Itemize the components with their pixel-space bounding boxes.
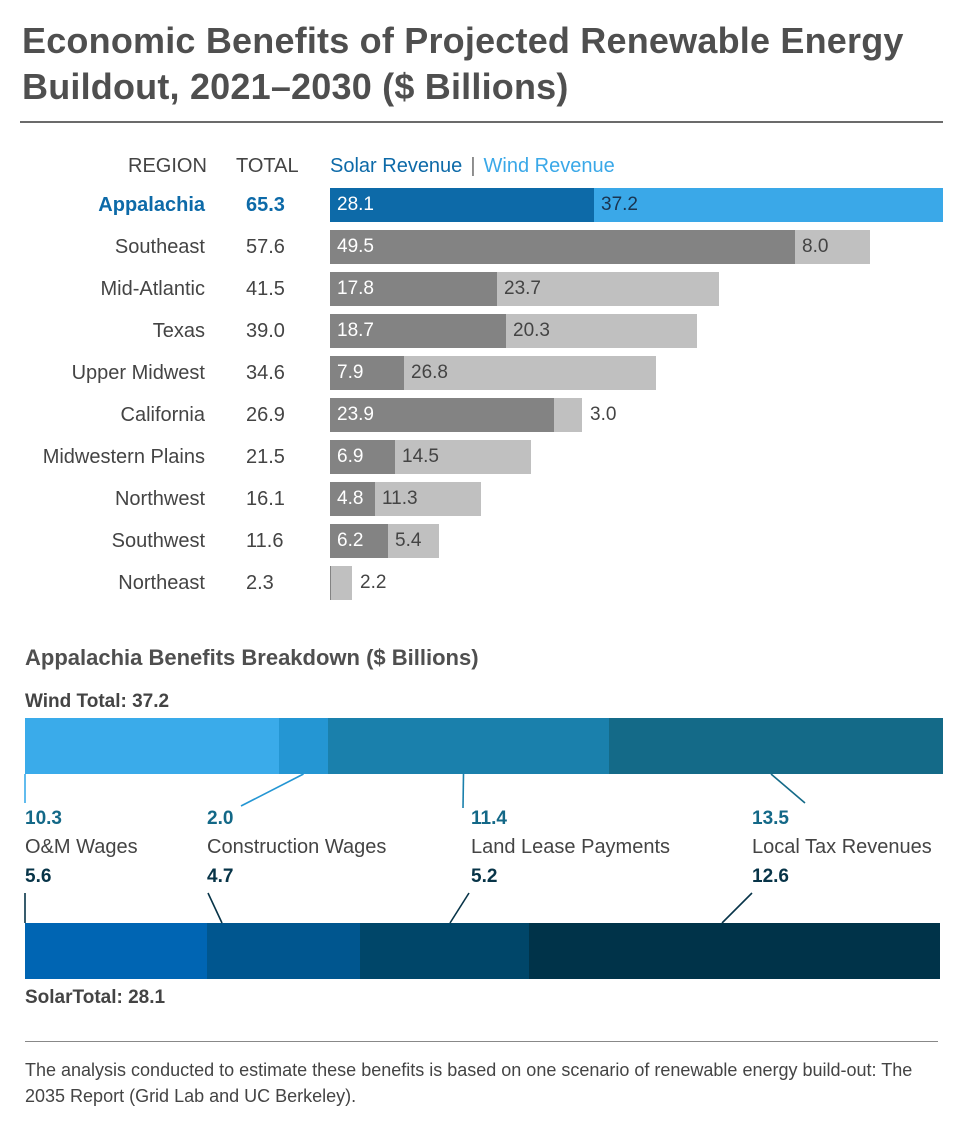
solar-bar-northeast	[330, 566, 331, 600]
solar-leader-construction-wages	[207, 892, 223, 924]
wind-segment-local-tax-revenues	[609, 718, 943, 774]
chart-title: Economic Benefits of Projected Renewable…	[22, 20, 904, 107]
solar-value-texas: 18.7	[337, 320, 374, 341]
total-value-mid-atlantic: 41.5	[246, 278, 285, 300]
wind-bar-appalachia	[594, 188, 943, 222]
total-value-texas: 39.0	[246, 320, 285, 342]
solar-segment-construction-wages	[207, 923, 360, 979]
region-header: REGION	[128, 155, 207, 177]
solar-bar-mid-atlantic	[330, 272, 497, 306]
solar-value-california: 23.9	[337, 404, 374, 425]
region-label-upper-midwest: Upper Midwest	[71, 362, 205, 384]
category-label-construction-wages: Construction Wages	[207, 836, 387, 858]
total-value-upper-midwest: 34.6	[246, 362, 285, 384]
region-label-mid-atlantic: Mid-Atlantic	[100, 278, 205, 300]
solar-bar-northwest	[330, 482, 375, 516]
legend-solar: Solar Revenue	[330, 155, 463, 177]
total-value-midwestern-plains: 21.5	[246, 446, 285, 468]
wind-breakdown-value-construction-wages: 2.0	[207, 808, 234, 829]
wind-value-southwest: 5.4	[395, 530, 422, 551]
legend: Solar Revenue | Wind Revenue	[330, 155, 615, 178]
solar-value-mid-atlantic: 17.8	[337, 278, 374, 299]
solar-breakdown-value-construction-wages: 4.7	[207, 866, 234, 887]
title-divider	[20, 121, 943, 123]
total-value-southwest: 11.6	[246, 530, 284, 552]
solar-total-label: SolarTotal: 28.1	[25, 987, 166, 1008]
wind-segment-construction-wages	[279, 718, 328, 774]
wind-bar-northeast	[331, 566, 352, 600]
breakdown-title: Appalachia Benefits Breakdown ($ Billion…	[25, 645, 479, 670]
wind-breakdown-value-o-m-wages: 10.3	[25, 808, 62, 829]
wind-value-upper-midwest: 26.8	[411, 362, 448, 383]
solar-bar-midwestern-plains	[330, 440, 395, 474]
solar-breakdown-value-land-lease-payments: 5.2	[471, 866, 498, 887]
wind-leader-construction-wages	[240, 773, 304, 807]
solar-segment-land-lease-payments	[360, 923, 529, 979]
wind-value-texas: 20.3	[513, 320, 550, 341]
wind-bar-mid-atlantic	[497, 272, 719, 306]
wind-total-label: Wind Total: 37.2	[25, 691, 170, 712]
region-label-texas: Texas	[152, 320, 205, 342]
wind-bar-texas	[506, 314, 697, 348]
total-value-northeast: 2.3	[246, 572, 274, 594]
wind-value-southeast: 8.0	[802, 236, 829, 257]
solar-bar-texas	[330, 314, 506, 348]
region-label-northwest: Northwest	[114, 488, 205, 510]
wind-value-mid-atlantic: 23.7	[504, 278, 541, 299]
region-label-appalachia: Appalachia	[98, 194, 205, 216]
wind-value-northeast: 2.2	[360, 572, 387, 593]
solar-bar-southwest	[330, 524, 388, 558]
solar-segment-local-tax-revenues	[529, 923, 940, 979]
category-label-land-lease-payments: Land Lease Payments	[471, 836, 671, 858]
wind-value-northwest: 11.3	[382, 488, 418, 509]
region-label-southwest: Southwest	[111, 530, 205, 552]
wind-bar-california	[554, 398, 582, 432]
legend-wind: Wind Revenue	[483, 155, 615, 177]
wind-leader-local-tax-revenues	[770, 773, 806, 804]
wind-leader-land-lease-payments	[462, 773, 465, 809]
category-label-local-tax-revenues: Local Tax Revenues	[752, 836, 932, 858]
solar-segment-o-m-wages	[25, 923, 207, 979]
solar-value-southeast: 49.5	[337, 236, 374, 257]
solar-leader-local-tax-revenues	[721, 892, 753, 924]
footnote: The analysis conducted to estimate these…	[25, 1060, 913, 1106]
wind-bar-upper-midwest	[404, 356, 656, 390]
wind-value-midwestern-plains: 14.5	[402, 446, 439, 467]
solar-bar-california	[330, 398, 554, 432]
wind-segment-land-lease-payments	[328, 718, 609, 774]
wind-bar-northwest	[375, 482, 481, 516]
category-label-o-m-wages: O&M Wages	[25, 836, 138, 858]
wind-value-appalachia: 37.2	[601, 194, 638, 215]
wind-bar-midwestern-plains	[395, 440, 531, 474]
solar-bar-southeast	[330, 230, 795, 264]
wind-segment-o-m-wages	[25, 718, 279, 774]
wind-bar-southeast	[795, 230, 870, 264]
wind-value-california: 3.0	[590, 404, 617, 425]
total-value-appalachia: 65.3	[246, 194, 285, 216]
solar-bar-upper-midwest	[330, 356, 404, 390]
region-label-midwestern-plains: Midwestern Plains	[42, 446, 205, 468]
wind-breakdown-value-land-lease-payments: 11.4	[471, 808, 507, 829]
total-header: TOTAL	[236, 155, 299, 177]
solar-leader-land-lease-payments	[449, 892, 470, 924]
solar-value-upper-midwest: 7.9	[337, 362, 364, 383]
region-label-california: California	[120, 404, 205, 426]
wind-bar-southwest	[388, 524, 439, 558]
legend-separator: |	[470, 155, 476, 177]
total-value-northwest: 16.1	[246, 488, 285, 510]
solar-breakdown-value-local-tax-revenues: 12.6	[752, 866, 789, 887]
total-value-california: 26.9	[246, 404, 285, 426]
solar-bar-appalachia	[330, 188, 594, 222]
solar-value-northwest: 4.8	[337, 488, 364, 509]
solar-value-appalachia: 28.1	[337, 194, 374, 215]
total-value-southeast: 57.6	[246, 236, 285, 258]
wind-breakdown-value-local-tax-revenues: 13.5	[752, 808, 789, 829]
region-label-southeast: Southeast	[114, 236, 205, 258]
footnote-divider	[25, 1041, 938, 1042]
solar-value-southwest: 6.2	[337, 530, 364, 551]
solar-breakdown-value-o-m-wages: 5.6	[25, 866, 52, 887]
region-label-northeast: Northeast	[118, 572, 205, 594]
solar-value-midwestern-plains: 6.9	[337, 446, 364, 467]
